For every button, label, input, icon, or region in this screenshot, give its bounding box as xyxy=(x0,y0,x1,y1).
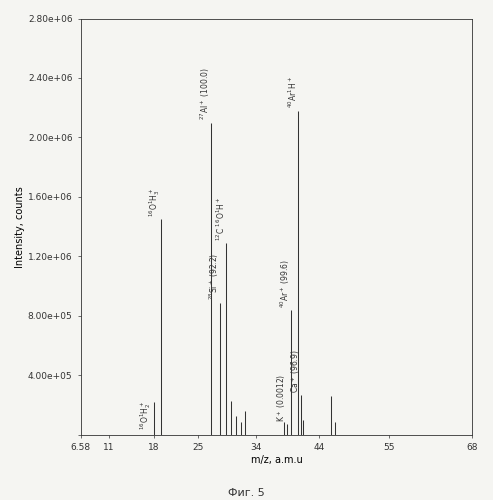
Text: Ca$^+$ (96.9): Ca$^+$ (96.9) xyxy=(289,349,302,393)
Text: $^{40}$Ar$^{1}$H$^+$: $^{40}$Ar$^{1}$H$^+$ xyxy=(286,76,299,108)
X-axis label: m/z, a.m.u: m/z, a.m.u xyxy=(250,455,302,465)
Text: K$^+$ (0.0012): K$^+$ (0.0012) xyxy=(276,373,288,422)
Text: $^{40}$Ar$^+$ (99.6): $^{40}$Ar$^+$ (99.6) xyxy=(279,258,292,308)
Text: $^{12}$C $^{16}$O$^{1}$H$^+$: $^{12}$C $^{16}$O$^{1}$H$^+$ xyxy=(214,196,227,241)
Text: Фиг. 5: Фиг. 5 xyxy=(228,488,265,498)
Y-axis label: Intensity, counts: Intensity, counts xyxy=(15,186,25,268)
Text: $^{16}$O$^{1}$H$_2^+$: $^{16}$O$^{1}$H$_2^+$ xyxy=(138,400,153,430)
Text: $^{16}$O$^{1}$H$_3^+$: $^{16}$O$^{1}$H$_3^+$ xyxy=(147,188,162,217)
Text: $^{27}$Al$^+$ (100.0): $^{27}$Al$^+$ (100.0) xyxy=(199,68,212,120)
Text: $^{28}$Si$^+$ (92.2): $^{28}$Si$^+$ (92.2) xyxy=(208,253,221,300)
